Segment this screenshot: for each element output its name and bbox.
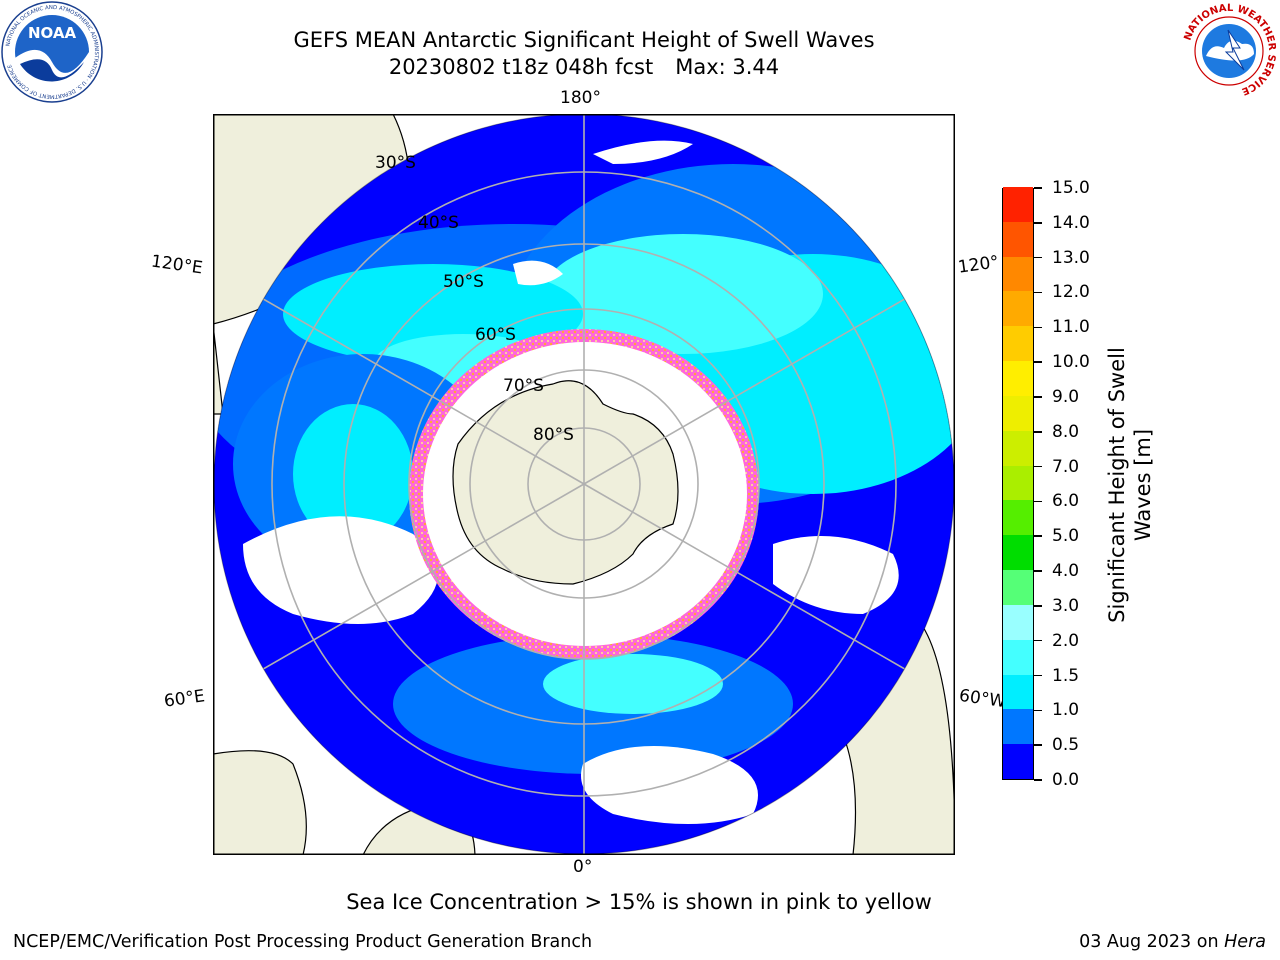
colorbar-tick-label: 11.0 xyxy=(1052,317,1090,338)
colorbar-tick xyxy=(1034,605,1042,607)
footer-date: 03 Aug 2023 on Hera xyxy=(1079,932,1266,952)
lon-label-60e: 60°E xyxy=(162,686,207,712)
colorbar-tick xyxy=(1034,709,1042,712)
colorbar-segment xyxy=(1003,639,1033,675)
colorbar-tick-label: 4.0 xyxy=(1052,561,1080,582)
colorbar-segment xyxy=(1003,708,1033,745)
colorbar-tick xyxy=(1034,222,1042,224)
colorbar-tick xyxy=(1034,291,1042,294)
colorbar-tick-label: 6.0 xyxy=(1052,491,1080,512)
colorbar-tick-label: 3.0 xyxy=(1052,595,1080,616)
lat-label-60s: 60°S xyxy=(475,325,516,345)
colorbar-segment xyxy=(1003,221,1033,257)
max-info: Max: 3.44 xyxy=(675,55,780,79)
lat-label-70s: 70°S xyxy=(503,376,544,396)
colorbar-tick-label: 14.0 xyxy=(1052,212,1090,233)
colorbar-segment xyxy=(1003,395,1033,431)
colorbar-tick xyxy=(1034,779,1042,781)
polar-map: 30°S 40°S 50°S 60°S 70°S 80°S xyxy=(213,114,955,855)
nws-logo: NATIONAL WEATHER SERVICE xyxy=(1180,2,1278,100)
footer-date-text: 03 Aug 2023 on xyxy=(1079,932,1219,952)
lon-label-60w: 60°W xyxy=(957,685,1008,713)
colorbar-tick-label: 13.0 xyxy=(1052,247,1090,268)
colorbar-tick xyxy=(1034,535,1042,537)
colorbar-tick xyxy=(1034,465,1042,468)
colorbar-tick-label: 10.0 xyxy=(1052,352,1090,373)
colorbar-segment xyxy=(1003,186,1033,222)
lat-label-50s: 50°S xyxy=(443,272,484,292)
colorbar-tick-label: 1.5 xyxy=(1052,665,1080,686)
colorbar-tick-label: 7.0 xyxy=(1052,456,1080,477)
colorbar-tick xyxy=(1034,326,1042,329)
colorbar-tick xyxy=(1034,500,1042,503)
lat-label-80s: 80°S xyxy=(533,425,574,445)
colorbar-segment xyxy=(1003,290,1033,327)
colorbar-tick xyxy=(1034,744,1042,746)
lon-label-120w: 120° xyxy=(956,252,1001,278)
lat-label-30s: 30°S xyxy=(375,153,416,173)
colorbar-segment xyxy=(1003,360,1033,396)
colorbar-segment xyxy=(1003,569,1033,605)
colorbar-tick-label: 0.0 xyxy=(1052,770,1080,790)
colorbar-tick xyxy=(1034,396,1042,398)
colorbar-tick-label: 12.0 xyxy=(1052,282,1090,303)
lon-label-0: 0° xyxy=(573,857,593,877)
noaa-logo-text: NOAA xyxy=(28,24,77,42)
lon-label-120e: 120°E xyxy=(149,251,204,279)
colorbar-tick xyxy=(1034,674,1042,677)
sea-ice-note: Sea Ice Concentration > 15% is shown in … xyxy=(346,890,932,914)
run-info: 20230802 t18z 048h fcst xyxy=(388,55,654,79)
colorbar-tick-label: 5.0 xyxy=(1052,526,1080,547)
colorbar xyxy=(1002,186,1034,780)
colorbar-tick-label: 2.0 xyxy=(1052,630,1080,651)
noaa-logo: NOAA NATIONAL OCEANIC AND ATMOSPHERIC AD… xyxy=(1,1,103,103)
antarctica xyxy=(452,380,679,585)
footer-producer: NCEP/EMC/Verification Post Processing Pr… xyxy=(13,932,593,952)
colorbar-tick xyxy=(1034,570,1042,572)
colorbar-tick-label: 0.5 xyxy=(1052,735,1080,756)
colorbar-tick-label: 9.0 xyxy=(1052,386,1080,407)
chart-title: GEFS MEAN Antarctic Significant Height o… xyxy=(293,28,875,52)
colorbar-tick xyxy=(1034,639,1042,642)
colorbar-segment xyxy=(1003,674,1033,710)
colorbar-segment xyxy=(1003,465,1033,501)
graticule xyxy=(214,114,954,854)
footer-host: Hera xyxy=(1224,932,1266,952)
colorbar-segment xyxy=(1003,325,1033,362)
chart-subtitle: 20230802 t18z 048h fcst Max: 3.44 xyxy=(184,54,984,80)
colorbar-tick xyxy=(1034,431,1042,433)
colorbar-title: Significant Height of Swell Waves [m] xyxy=(1105,347,1155,623)
lon-label-180: 180° xyxy=(560,88,601,108)
colorbar-tick-label: 1.0 xyxy=(1052,700,1080,721)
colorbar-segment xyxy=(1003,534,1033,571)
lat-label-40s: 40°S xyxy=(418,213,459,233)
colorbar-segment xyxy=(1003,499,1033,536)
colorbar-tick xyxy=(1034,187,1042,189)
colorbar-segment xyxy=(1003,604,1033,640)
colorbar-tick-label: 15.0 xyxy=(1052,178,1090,198)
colorbar-tick xyxy=(1034,256,1042,259)
colorbar-tick-label: 8.0 xyxy=(1052,421,1080,442)
colorbar-segment xyxy=(1003,256,1033,292)
colorbar-tick xyxy=(1034,361,1042,363)
colorbar-segment xyxy=(1003,743,1033,779)
colorbar-segment xyxy=(1003,430,1033,466)
